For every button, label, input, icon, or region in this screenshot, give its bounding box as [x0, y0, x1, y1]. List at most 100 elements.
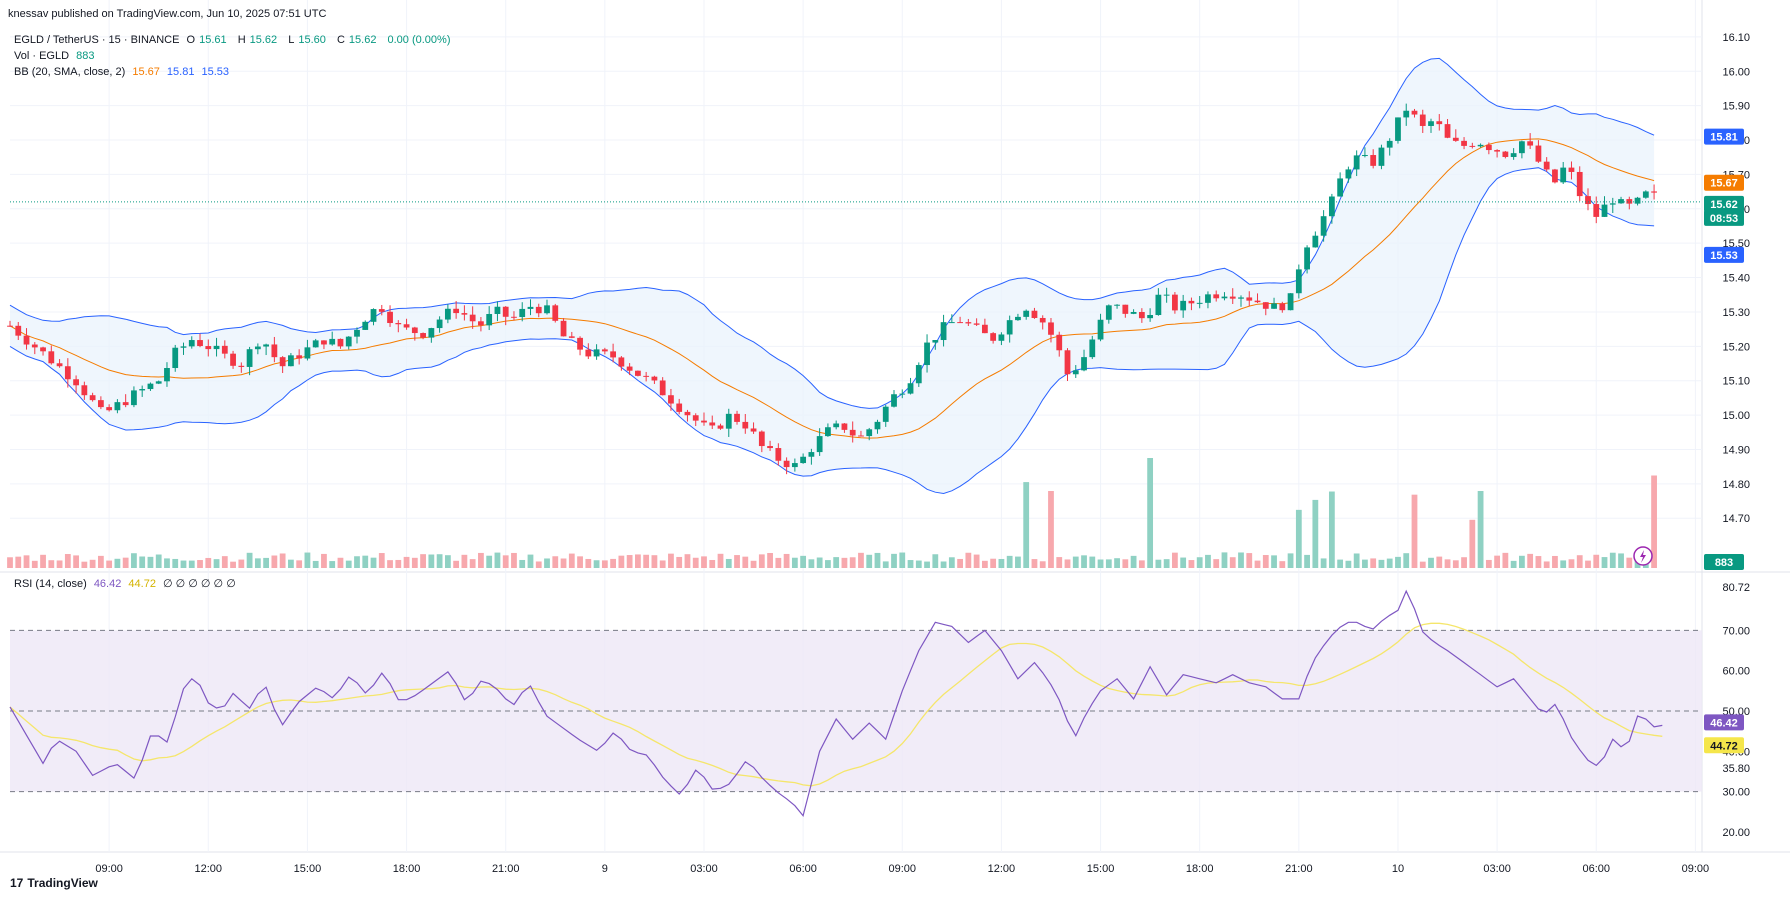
bb-basis-axis-label-bg — [1704, 174, 1744, 191]
volume-bar — [1403, 553, 1410, 568]
volume-legend[interactable]: Vol · EGLD 883 — [14, 50, 98, 62]
volume-bar — [81, 561, 88, 568]
volume-bar — [519, 559, 526, 568]
candle-body — [230, 353, 236, 366]
candle-body — [1196, 302, 1203, 304]
candle-body — [841, 423, 848, 430]
volume-bar — [1097, 559, 1104, 568]
volume-bar — [618, 555, 625, 568]
volume-bar — [758, 554, 765, 568]
candle-body — [734, 413, 740, 422]
candle-body — [1428, 121, 1434, 126]
candle-body — [188, 340, 195, 347]
volume-bar — [362, 555, 369, 568]
time-tick-label: 18:00 — [1186, 863, 1214, 875]
candle-body — [81, 385, 88, 396]
rsi-ma-line — [9, 622, 1663, 787]
open-label: O — [186, 34, 196, 46]
volume-bar — [1295, 509, 1302, 568]
candle-body — [1246, 297, 1253, 301]
volume-bar — [1386, 558, 1393, 568]
volume-bar — [1362, 559, 1368, 568]
tradingview-brand[interactable]: 17 TradingView — [10, 876, 98, 890]
candle-body — [924, 342, 930, 366]
volume-bar — [1304, 554, 1310, 568]
volume-bar — [197, 560, 203, 568]
candle-body — [1023, 310, 1030, 317]
axis-value-labels: 15.81 15.67 15.62 08:53 15.53 883 46.42 44.72 — [1633, 128, 1744, 754]
candle-body — [915, 365, 922, 384]
volume-bar — [990, 558, 997, 568]
volume-bar — [1494, 555, 1501, 568]
candle-body — [990, 333, 997, 341]
volume-bar — [1469, 519, 1476, 568]
volume-bar — [213, 559, 220, 568]
volume-bar — [1056, 557, 1063, 568]
volume-bar — [957, 558, 963, 568]
candle-body — [899, 393, 906, 395]
volume-bar — [626, 555, 633, 568]
volume-bar — [1502, 552, 1509, 568]
volume-bar — [56, 560, 63, 568]
rsi-axis-label: 46.42 — [1710, 717, 1738, 729]
last-price-axis-label: 15.62 — [1710, 199, 1738, 211]
volume-bar — [73, 555, 79, 568]
candle-body — [1015, 316, 1021, 321]
volume-bar — [1105, 559, 1112, 568]
candle-body — [312, 340, 319, 348]
high-value: 15.62 — [249, 34, 278, 46]
candle-body — [1031, 310, 1038, 318]
candle-body — [1395, 117, 1401, 141]
volume-bar — [205, 557, 212, 568]
time-axis[interactable]: 09:00 12:00 15:00 18:00 21:00 9 03:00 06:00 09:0… — [95, 863, 1709, 875]
price-tick-label: 15.20 — [1722, 341, 1750, 353]
candle-body — [395, 323, 402, 325]
rsi-legend[interactable]: RSI (14, close) 46.42 44.72 ∅ ∅ ∅ ∅ ∅ ∅ — [14, 577, 240, 590]
candle-body — [1642, 191, 1649, 198]
volume-bar — [1568, 559, 1575, 568]
volume-bar — [180, 560, 187, 568]
time-tick-label: 09:00 — [889, 863, 917, 875]
candle-body — [1279, 303, 1286, 311]
time-tick-label: 9 — [602, 863, 608, 875]
time-tick-label: 15:00 — [294, 863, 322, 875]
candle-body — [1262, 302, 1269, 309]
candle-body — [436, 319, 443, 329]
price-tick-label: 15.40 — [1722, 273, 1750, 285]
volume-bar — [420, 554, 426, 568]
volume-bar — [1213, 559, 1220, 568]
low-label: L — [288, 34, 295, 46]
volume-bar — [1262, 555, 1269, 568]
candle-body — [932, 340, 939, 343]
candle-body — [891, 394, 897, 407]
candle-body — [7, 325, 13, 327]
time-tick-label: 21:00 — [1285, 863, 1313, 875]
volume-bar — [164, 558, 170, 568]
volume-bar — [40, 554, 46, 568]
time-tick-label: 21:00 — [492, 863, 520, 875]
volume-bar — [31, 560, 38, 568]
volume-bar — [147, 556, 154, 568]
volume-bar — [312, 560, 319, 568]
candle-body — [750, 428, 757, 432]
candle-body — [701, 420, 707, 423]
bb-legend[interactable]: BB (20, SMA, close, 2) 15.67 15.81 15.53 — [14, 66, 233, 78]
volume-bar — [106, 560, 113, 568]
volume-bar — [1560, 560, 1567, 568]
candle-body — [1386, 140, 1393, 148]
price-tick-label: 16.00 — [1722, 66, 1750, 78]
volume-bar — [469, 559, 476, 568]
candle-body — [1097, 319, 1104, 340]
candle-body — [337, 338, 344, 347]
symbol-title[interactable]: EGLD / TetherUS · 15 · BINANCE — [14, 34, 180, 46]
volume-bar — [651, 555, 658, 568]
candle-body — [420, 333, 426, 338]
candle-body — [725, 413, 732, 429]
candle-body — [1337, 178, 1344, 197]
volume-bar — [593, 560, 600, 568]
candle-body — [1081, 357, 1087, 371]
rsi-tick-label: 70.00 — [1722, 625, 1750, 637]
candle-body — [593, 349, 600, 357]
